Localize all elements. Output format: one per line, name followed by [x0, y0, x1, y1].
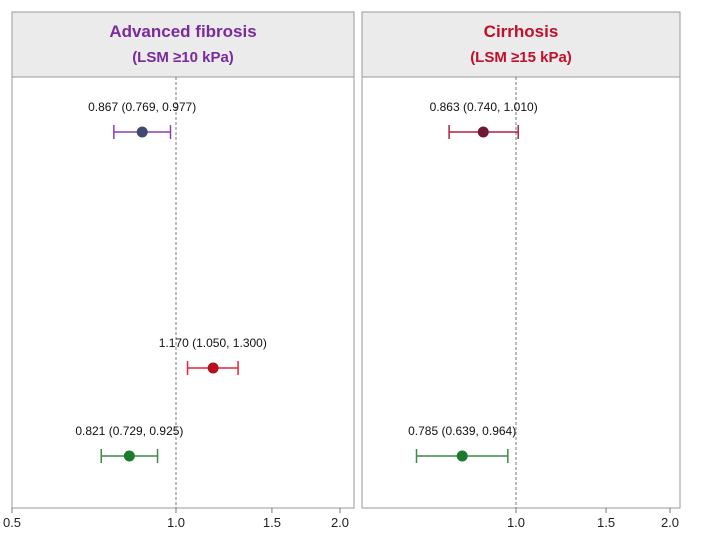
plot-frame — [361, 11, 681, 509]
x-tick-label: 1.0 — [507, 515, 525, 530]
point-estimate — [477, 126, 489, 138]
estimate-label: 1.170 (1.050, 1.300) — [159, 336, 267, 350]
panel-header — [361, 11, 681, 78]
x-tick-label: 2.0 — [661, 515, 679, 530]
estimate-label: 0.821 (0.729, 0.925) — [75, 424, 183, 438]
panel-header — [11, 11, 355, 78]
estimate-label: 0.867 (0.769, 0.977) — [88, 100, 196, 114]
x-tick-label: 1.5 — [597, 515, 615, 530]
point-estimate — [123, 450, 135, 462]
panel-advanced-fibrosis: Advanced fibrosis (LSM ≥10 kPa) 0.5 1.0 1.5 2… — [3, 11, 355, 530]
x-tick-label: 0.5 — [3, 515, 21, 530]
estimate-label: 0.785 (0.639, 0.964) — [408, 424, 516, 438]
point-estimate — [136, 126, 148, 138]
point-estimate — [207, 362, 219, 374]
x-tick-label: 1.5 — [263, 515, 281, 530]
panel-cirrhosis: Cirrhosis (LSM ≥15 kPa) 1.0 1.5 2.0 0.863 (0.… — [361, 11, 681, 530]
estimate-label: 0.863 (0.740, 1.010) — [430, 100, 538, 114]
plot-frame — [11, 11, 355, 509]
panel-title: Advanced fibrosis — [109, 22, 256, 41]
point-estimate — [456, 450, 468, 462]
panel-subtitle: (LSM ≥10 kPa) — [132, 49, 234, 66]
panel-subtitle: (LSM ≥15 kPa) — [470, 49, 572, 66]
panel-title: Cirrhosis — [484, 22, 559, 41]
x-tick-label: 2.0 — [331, 515, 349, 530]
x-tick-label: 1.0 — [167, 515, 185, 530]
